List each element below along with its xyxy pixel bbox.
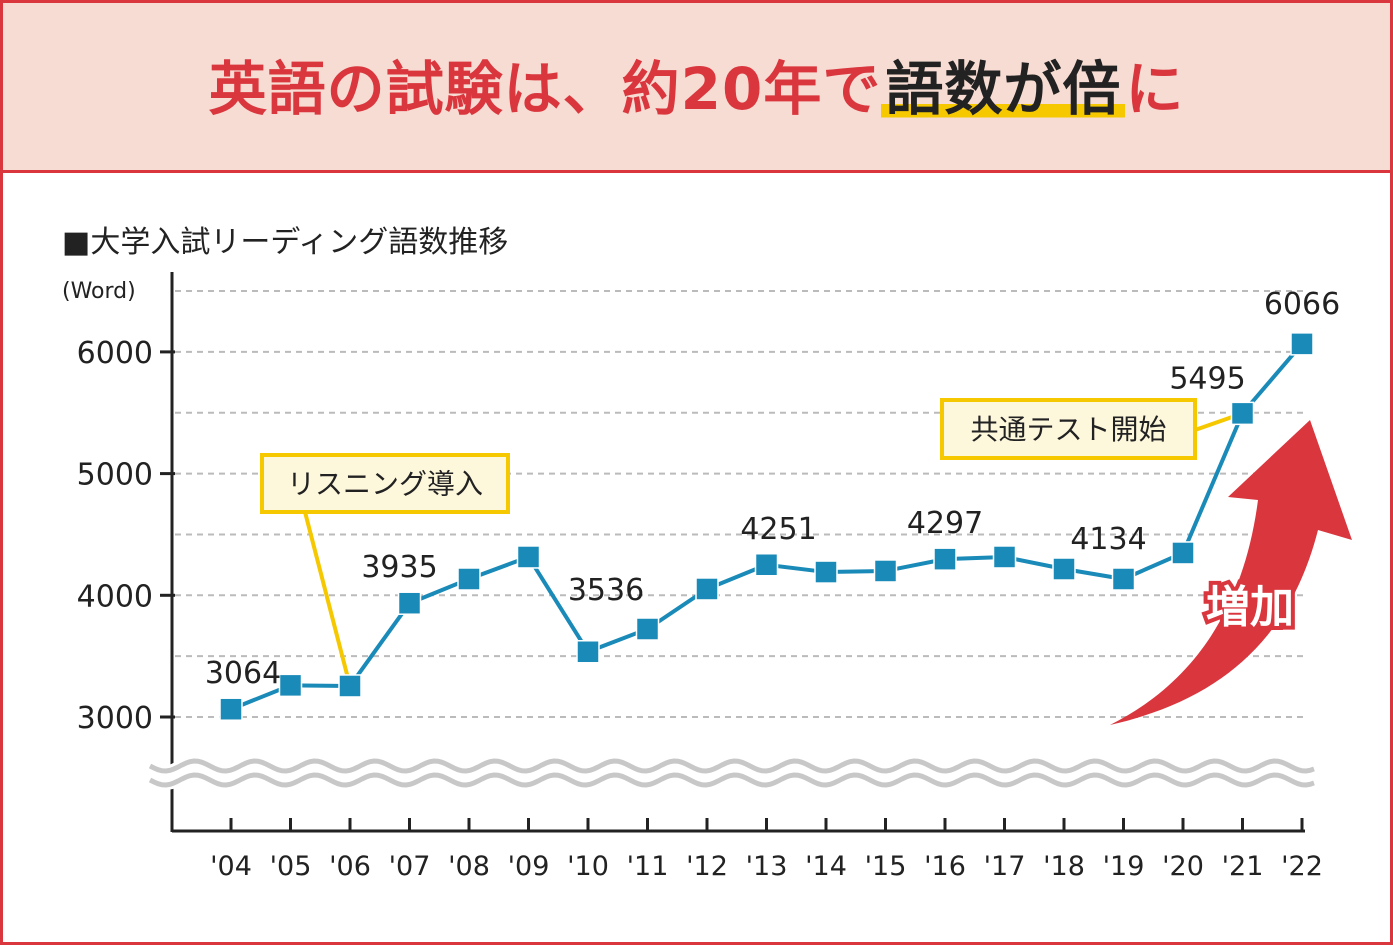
x-tick-label: '08 <box>448 851 490 882</box>
data-point <box>219 697 243 721</box>
header-band <box>3 3 1390 173</box>
callout-box <box>260 453 510 514</box>
data-label: 3064 <box>205 656 281 691</box>
y-tick-label: 4000 <box>77 579 153 614</box>
increase-arrow <box>1110 420 1352 725</box>
data-label: 4251 <box>740 512 816 547</box>
data-point <box>338 674 362 698</box>
arrow-label: 増加 <box>1206 582 1294 633</box>
page-title: 英語の試験は、約20年で語数が倍に <box>0 42 1393 126</box>
data-point <box>516 545 541 569</box>
y-tick-label: 3000 <box>77 701 153 736</box>
x-tick-label: '06 <box>329 851 371 882</box>
x-tick-label: '22 <box>1281 851 1323 882</box>
x-tick-label: '07 <box>389 851 431 882</box>
data-label: 4297 <box>907 506 983 541</box>
data-point <box>992 545 1017 569</box>
axis-break-line <box>148 772 1315 788</box>
x-tick-label: '11 <box>627 851 669 882</box>
x-tick-label: '10 <box>567 851 609 882</box>
x-tick-label: '17 <box>984 851 1026 882</box>
x-tick-label: '12 <box>686 851 728 882</box>
title-text: 英語の試験は、約20年で <box>208 55 882 123</box>
data-point <box>933 547 957 571</box>
axis-break-gap <box>144 755 1318 791</box>
data-point <box>397 591 422 615</box>
data-point <box>1230 401 1255 426</box>
data-point <box>457 567 481 591</box>
callout-line <box>303 511 352 687</box>
data-point <box>1111 567 1136 591</box>
x-tick-label: '04 <box>210 851 252 882</box>
x-tick-label: '09 <box>508 851 550 882</box>
data-point <box>635 617 660 641</box>
x-tick-label: '19 <box>1103 851 1145 882</box>
y-axis-unit: (Word) <box>62 279 136 304</box>
x-tick-label: '18 <box>1043 851 1085 882</box>
callout-box <box>940 398 1197 460</box>
data-label: 4134 <box>1070 522 1146 557</box>
title-suffix: に <box>1125 55 1185 123</box>
data-label: 3935 <box>361 550 437 585</box>
x-tick-label: '21 <box>1222 851 1264 882</box>
data-label: 5495 <box>1169 361 1245 396</box>
data-point <box>1171 541 1195 565</box>
data-point <box>873 559 898 583</box>
data-point <box>814 560 838 584</box>
title-highlight: 語数が倍 <box>881 55 1126 123</box>
y-tick-label: 5000 <box>77 458 153 493</box>
data-label: 3536 <box>568 573 644 608</box>
data-point <box>754 553 779 577</box>
data-point <box>576 640 600 664</box>
x-tick-label: '15 <box>865 851 907 882</box>
x-tick-label: '05 <box>270 851 312 882</box>
y-tick-label: 6000 <box>77 336 153 371</box>
data-point <box>695 577 719 601</box>
data-point <box>1052 557 1076 581</box>
x-tick-label: '13 <box>746 851 788 882</box>
callout-label: 共通テスト開始 <box>970 413 1166 446</box>
x-tick-label: '16 <box>924 851 966 882</box>
data-point <box>1290 332 1314 356</box>
axis-break-line <box>148 758 1315 774</box>
x-tick-label: '20 <box>1162 851 1204 882</box>
chart-title: ■大学入試リーディング語数推移 <box>62 225 508 260</box>
data-label: 6066 <box>1264 287 1340 322</box>
data-point <box>278 673 303 698</box>
callout-label: リスニング導入 <box>287 468 483 501</box>
x-tick-label: '14 <box>805 851 847 882</box>
